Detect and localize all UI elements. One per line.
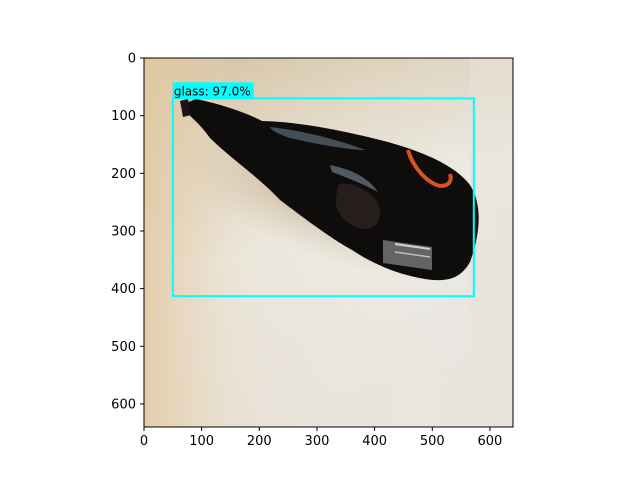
x-tick-label: 400 bbox=[362, 434, 387, 449]
x-tick-label: 600 bbox=[478, 434, 503, 449]
detection-label: glass: 97.0% bbox=[174, 84, 251, 98]
y-tick-label: 300 bbox=[111, 224, 136, 239]
detection-box bbox=[171, 97, 475, 298]
y-tick-label: 500 bbox=[111, 340, 136, 355]
x-tick-label: 100 bbox=[189, 434, 214, 449]
y-tick-label: 400 bbox=[111, 282, 136, 297]
bottle-icon bbox=[180, 99, 479, 281]
axes-frame bbox=[143, 57, 514, 428]
y-tick-label: 100 bbox=[111, 109, 136, 124]
y-axis: 0 100 200 300 400 500 600 bbox=[111, 52, 144, 412]
x-tick-label: 0 bbox=[140, 434, 148, 449]
photo bbox=[144, 58, 513, 427]
y-tick-label: 0 bbox=[128, 52, 136, 67]
x-axis: 0 100 200 300 400 500 600 bbox=[140, 427, 502, 449]
y-tick-label: 200 bbox=[111, 167, 136, 182]
x-tick-label: 500 bbox=[420, 434, 445, 449]
y-tick-label: 600 bbox=[111, 397, 136, 412]
x-tick-label: 200 bbox=[247, 434, 272, 449]
detection-label-background bbox=[172, 82, 254, 99]
x-tick-label: 300 bbox=[305, 434, 330, 449]
